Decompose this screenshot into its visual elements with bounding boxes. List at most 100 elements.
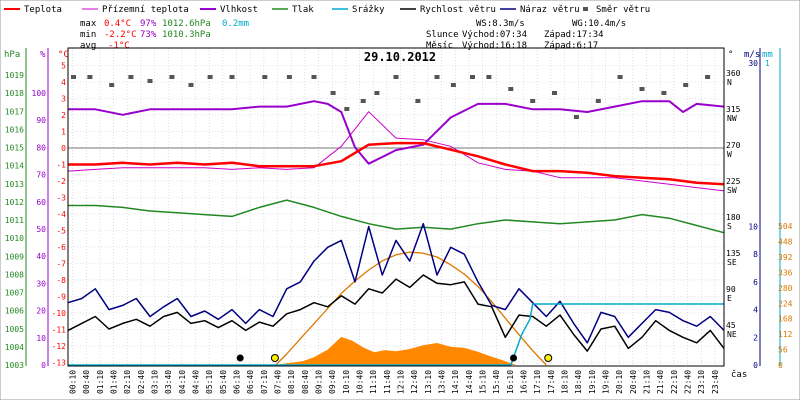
wind-direction-point (434, 75, 440, 79)
x-tick-label: 15:10 (479, 370, 488, 394)
radiation-tick-label: 504 (778, 222, 793, 231)
plot-frame (67, 47, 725, 367)
wind-direction-point (344, 107, 350, 111)
stats-min-label: min (80, 30, 96, 40)
wind-direction-point (128, 75, 134, 79)
radiation-tick-label: 280 (778, 284, 793, 293)
hum-tick-label: 0 (41, 361, 46, 370)
dir-tick-label: 45 (726, 321, 736, 330)
moon-set-marker (236, 354, 244, 362)
press-tick-label: 1003 (5, 361, 24, 370)
legend-srazky: Srážky (352, 5, 385, 15)
x-tick-label: 12:10 (397, 370, 406, 394)
x-tick-label: 10:10 (342, 370, 351, 394)
press-tick-label: 1009 (5, 252, 24, 261)
press-tick-label: 1018 (5, 89, 24, 98)
dir-tick-label: 135 (726, 249, 741, 258)
unit-press: hPa (4, 50, 20, 60)
wind-direction-point (661, 91, 667, 95)
x-tick-label: 16:40 (520, 370, 529, 394)
x-tick-label: 23:40 (711, 370, 720, 394)
radiation-tick-label: 112 (778, 330, 793, 339)
x-tick-label: 18:40 (574, 370, 583, 394)
dir-tick-label: 225 (726, 177, 741, 186)
rain-line (68, 303, 724, 366)
legend-tlak: Tlak (292, 5, 314, 15)
stats-min-press: 1010.3hPa (162, 30, 211, 40)
press-tick-label: 1010 (5, 234, 24, 243)
wind-direction-point (374, 91, 380, 95)
hum-tick-label: 80 (36, 143, 46, 152)
legend-prizemni-teplota: Přízemní teplota (102, 5, 189, 15)
wind-tick-label: 2 (753, 333, 758, 342)
hum-tick-label: 70 (36, 171, 46, 180)
hum-tick-label: 100 (32, 89, 47, 98)
wind-direction-point (530, 99, 536, 103)
x-tick-label: 03:10 (151, 370, 160, 394)
x-tick-label: 10:40 (356, 370, 365, 394)
x-tick-label: 06:40 (246, 370, 255, 394)
wind-direction-point (705, 75, 711, 79)
x-tick-label: 13:10 (424, 370, 433, 394)
moon-rise-marker (510, 354, 518, 362)
press-tick-label: 1005 (5, 325, 24, 334)
wind-direction-point (683, 83, 689, 87)
info-block: WS:8.3m/s WG:10.4m/s Slunce Východ:07:34… (426, 19, 626, 51)
stats-max-rain: 0.2mm (222, 19, 249, 29)
temp-tick-label: 5 (61, 62, 66, 71)
axis-units: hPa % °C ° m/s mm čas (4, 50, 773, 380)
x-tick-label: 05:10 (205, 370, 214, 394)
x-tick-label: 19:10 (588, 370, 597, 394)
radiation-tick-label: 0 (778, 361, 783, 370)
wind-direction-point (330, 91, 336, 95)
dir-tick-direction: E (727, 294, 732, 303)
wind-direction-point (595, 99, 601, 103)
press-tick-label: 1011 (5, 216, 24, 225)
x-tick-label: 13:40 (438, 370, 447, 394)
x-tick-label: 22:40 (684, 370, 693, 394)
x-tick-label: 19:40 (602, 370, 611, 394)
wind-direction-point (229, 75, 235, 79)
radiation-tick-label: 224 (778, 299, 793, 308)
temperature-line (68, 141, 725, 186)
solar-theoretical-line (275, 251, 547, 366)
wind-top-tick-label: 30 (748, 59, 758, 68)
stats-max-press: 1012.6hPa (162, 19, 211, 29)
press-tick-label: 1015 (5, 144, 24, 153)
x-tick-label: 04:10 (178, 370, 187, 394)
x-tick-label: 22:10 (670, 370, 679, 394)
dir-tick-label: 180 (726, 213, 741, 222)
temp-tick-label: -12 (52, 342, 67, 351)
wind-direction-point (87, 75, 93, 79)
press-tick-label: 1013 (5, 180, 24, 189)
temp-tick-label: -7 (56, 260, 66, 269)
x-tick-label: 09:10 (315, 370, 324, 394)
x-tick-label: 05:40 (219, 370, 228, 394)
wind-direction-point (109, 83, 115, 87)
unit-dir: ° (728, 50, 733, 60)
axis-ticks: 00:10 00:40 01:10 01:40 02:10 02:40 03:10 03:40… (5, 48, 793, 394)
radiation-tick-label: 336 (778, 268, 793, 277)
wind-tick-label: 10 (748, 223, 758, 232)
wind-gust-line (67, 222, 725, 344)
dir-tick-direction: S (727, 222, 732, 231)
x-tick-label: 07:40 (274, 370, 283, 394)
x-tick-label: 01:10 (96, 370, 105, 394)
wind-direction-point (71, 75, 76, 79)
x-tick-label: 17:40 (547, 370, 556, 394)
wind-direction-point (188, 83, 194, 87)
wind-tick-label: 0 (753, 361, 758, 370)
press-tick-label: 1017 (5, 107, 24, 116)
hum-tick-label: 30 (36, 279, 46, 288)
dir-tick-direction: W (727, 150, 732, 159)
wind-direction-point (486, 75, 492, 79)
unit-temp: °C (58, 50, 69, 60)
x-tick-label: 14:40 (465, 370, 474, 394)
stats-min-temp: -2.2°C (104, 30, 137, 40)
temp-tick-label: -3 (56, 194, 66, 203)
x-tick-label: 17:10 (533, 370, 542, 394)
info-moon-set: Západ:6:17 (544, 41, 598, 51)
temp-tick-label: 0 (61, 144, 66, 153)
